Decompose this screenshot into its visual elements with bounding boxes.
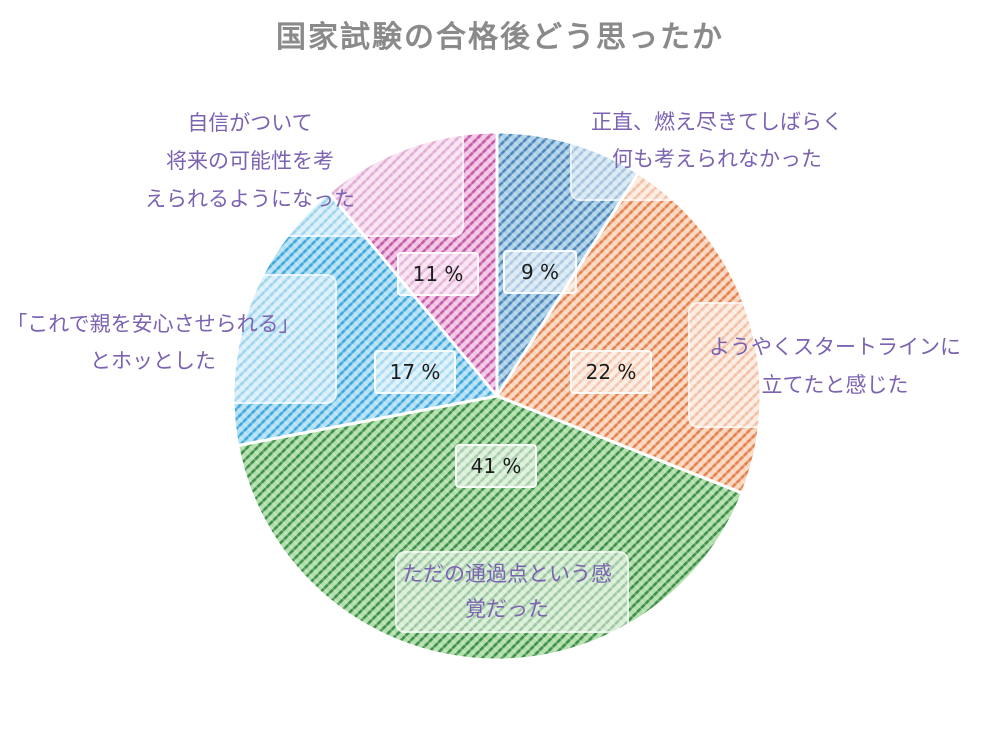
pct-value: 17 % [389, 360, 441, 384]
label-highlight-rect [570, 103, 859, 201]
label-line: とホッとした [90, 349, 216, 373]
pct-value: 9 % [520, 260, 560, 284]
label-line: 将来の可能性を考 [166, 149, 334, 173]
label-line: 何も考えられなかった [612, 147, 822, 171]
chart-title: 国家試験の合格後どう思ったか [276, 20, 724, 55]
label-line: 立てたと感じた [761, 373, 909, 397]
label-line: ようやくスタートラインに [709, 335, 961, 359]
label-line: えられるようになった [145, 187, 355, 211]
label-line: 「これで親を安心させられる」 [6, 312, 300, 336]
pct-value: 41 % [470, 454, 522, 478]
slice-label-burnout: 正直、燃え尽きてしばらく 何も考えられなかった [567, 104, 867, 178]
slice-label-waypoint: ただの通過点という感 覚だった [357, 557, 657, 627]
slice-label-confidence: 自信がついて 将来の可能性を考 えられるようになった [100, 104, 400, 218]
label-line: 正直、燃え尽きてしばらく [591, 110, 843, 134]
pct-label-waypoint: 41 % [455, 444, 537, 488]
pct-label-confidence: 11 % [397, 252, 479, 296]
label-highlight-rect [95, 96, 464, 237]
pct-value: 11 % [412, 262, 464, 286]
label-line: 自信がついて [187, 111, 313, 135]
label-highlight-rect [688, 302, 984, 428]
label-highlight-rect [0, 274, 337, 404]
pct-value: 22 % [585, 360, 637, 384]
label-line: 覚だった [465, 597, 549, 621]
label-highlight-rect [395, 551, 629, 633]
pct-label-relieved: 17 % [374, 350, 456, 394]
slice-label-relieved: 「これで親を安心させられる」 とホッとした [3, 306, 303, 380]
pie-texture-overlay [235, 134, 759, 658]
pct-label-burnout: 9 % [503, 250, 577, 294]
label-line: ただの通過点という感 [402, 562, 612, 586]
slice-label-startline: ようやくスタートラインに 立てたと感じた [685, 328, 985, 404]
pct-label-startline: 22 % [570, 350, 652, 394]
